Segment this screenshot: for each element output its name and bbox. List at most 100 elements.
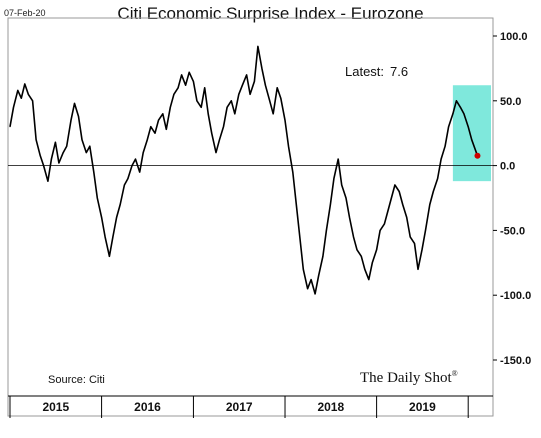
date-stamp: 07-Feb-20 <box>4 8 46 18</box>
x-category-label-2: 2017 <box>226 400 253 414</box>
data-point-111 <box>432 191 434 193</box>
data-point-54 <box>215 152 217 154</box>
data-point-94 <box>368 279 370 281</box>
y-tick-labels: 100.0 50.0 0.0 -50.0 -100.0 -150.0 <box>493 31 531 367</box>
data-point-16 <box>70 119 72 121</box>
data-point-51 <box>204 87 206 89</box>
data-point-47 <box>188 71 190 73</box>
y-tick-label-3: -50.0 <box>500 225 525 237</box>
data-point-116 <box>452 113 454 115</box>
data-point-86 <box>337 158 339 160</box>
data-point-105 <box>409 236 411 238</box>
data-point-50 <box>200 106 202 108</box>
data-point-0 <box>9 126 11 128</box>
data-point-21 <box>89 145 91 147</box>
data-point-25 <box>104 236 106 238</box>
highlight-band <box>452 85 491 182</box>
data-point-113 <box>440 158 442 160</box>
data-point-55 <box>219 139 221 141</box>
data-point-22 <box>93 171 95 173</box>
data-point-60 <box>238 93 240 95</box>
data-point-15 <box>66 145 68 147</box>
latest-label: Latest: <box>345 64 384 79</box>
data-point-66 <box>261 67 263 69</box>
data-point-103 <box>402 203 404 205</box>
data-point-6 <box>32 100 34 102</box>
data-point-117 <box>455 100 457 102</box>
data-point-112 <box>437 178 439 180</box>
data-point-59 <box>234 113 236 115</box>
data-point-93 <box>364 268 366 270</box>
data-point-96 <box>376 249 378 251</box>
data-point-34 <box>139 171 141 173</box>
data-point-92 <box>360 255 362 257</box>
data-point-9 <box>43 165 45 167</box>
brand-name: The Daily Shot <box>360 370 452 386</box>
x-category-label-1: 2016 <box>134 400 161 414</box>
data-point-27 <box>112 236 114 238</box>
highlight-layer <box>452 85 491 182</box>
data-point-40 <box>162 113 164 115</box>
data-point-72 <box>284 119 286 121</box>
data-point-91 <box>356 249 358 251</box>
data-point-46 <box>185 84 187 86</box>
data-point-101 <box>394 184 396 186</box>
data-point-41 <box>165 128 167 130</box>
data-point-23 <box>96 197 98 199</box>
latest-point <box>474 152 481 159</box>
data-point-31 <box>127 178 129 180</box>
series-layer <box>9 45 481 295</box>
data-point-13 <box>58 162 60 164</box>
data-point-120 <box>467 126 469 128</box>
data-point-33 <box>134 158 136 160</box>
data-point-70 <box>276 87 278 89</box>
data-point-63 <box>249 93 251 95</box>
annotation-layer: Latest: 7.6 <box>345 64 408 79</box>
data-point-84 <box>329 203 331 205</box>
data-point-4 <box>24 83 26 85</box>
data-point-3 <box>20 97 22 99</box>
data-point-44 <box>177 87 179 89</box>
data-point-121 <box>471 139 473 141</box>
data-point-108 <box>421 249 423 251</box>
data-point-20 <box>85 152 87 154</box>
data-point-81 <box>318 275 320 277</box>
data-point-115 <box>448 126 450 128</box>
data-point-62 <box>246 74 248 76</box>
data-point-17 <box>73 102 75 104</box>
data-point-48 <box>192 80 194 82</box>
y-tick-label-5: -150.0 <box>500 355 531 367</box>
data-point-19 <box>81 139 83 141</box>
data-point-29 <box>119 203 121 205</box>
data-point-1 <box>13 106 15 108</box>
data-point-107 <box>417 268 419 270</box>
data-point-85 <box>333 178 335 180</box>
data-point-90 <box>353 236 355 238</box>
data-point-56 <box>223 126 225 128</box>
data-point-57 <box>226 106 228 108</box>
data-point-79 <box>310 279 312 281</box>
data-point-95 <box>371 262 373 264</box>
data-point-43 <box>173 93 175 95</box>
data-point-24 <box>101 216 103 218</box>
latest-annotation: Latest: 7.6 <box>345 64 408 79</box>
data-point-64 <box>253 80 255 82</box>
x-category-label-3: 2018 <box>317 400 344 414</box>
data-point-104 <box>406 216 408 218</box>
y-tick-label-1: 50.0 <box>500 96 521 108</box>
brand-registered-mark: ® <box>451 369 458 378</box>
data-point-98 <box>383 223 385 225</box>
x-category-label-4: 2019 <box>409 400 436 414</box>
x-category-label-0: 2015 <box>42 400 69 414</box>
data-point-110 <box>429 203 431 205</box>
data-point-69 <box>272 113 274 115</box>
data-point-35 <box>142 152 144 154</box>
y-tick-label-0: 100.0 <box>500 31 528 43</box>
data-point-76 <box>299 236 301 238</box>
data-point-106 <box>413 242 415 244</box>
data-point-68 <box>269 100 271 102</box>
data-point-45 <box>181 74 183 76</box>
data-point-119 <box>463 113 465 115</box>
data-point-89 <box>349 216 351 218</box>
